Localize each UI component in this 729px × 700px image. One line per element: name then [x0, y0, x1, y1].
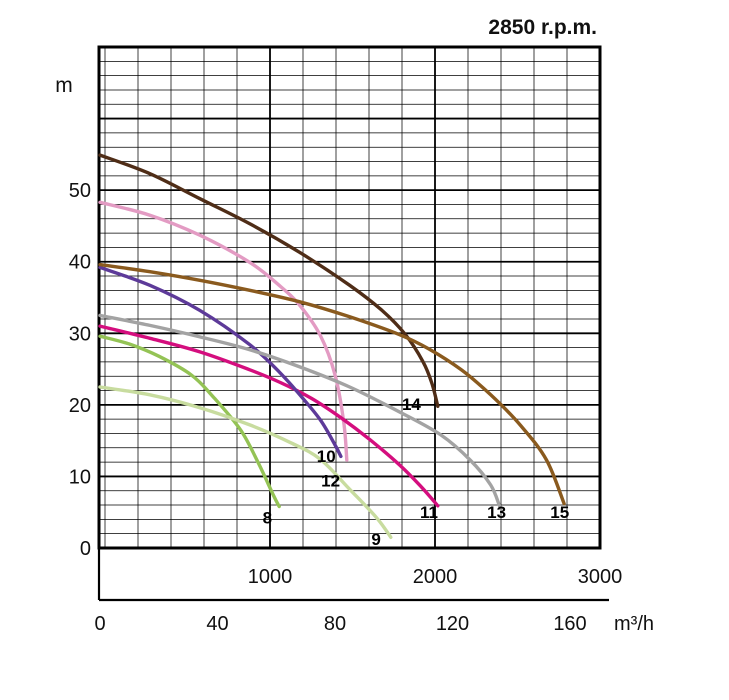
curve-13-label: 13: [487, 503, 506, 522]
curve-10: [98, 200, 349, 462]
y-tick-label: 20: [69, 395, 91, 417]
curve-14-label: 14: [402, 395, 421, 414]
curve-8-label: 8: [263, 509, 272, 528]
y-tick-label: 30: [69, 323, 91, 345]
chart-title: 2850 r.p.m.: [488, 16, 597, 39]
curve-9: [98, 385, 393, 539]
x-inner-tick-label: 3000: [578, 566, 623, 588]
curve-12: [98, 265, 343, 459]
x-lower-tick-label: 160: [553, 613, 586, 635]
curve-9-label: 9: [371, 530, 380, 549]
curve-15-label: 15: [550, 503, 569, 522]
x-lower-tick-label: 80: [324, 613, 346, 635]
x-axis-unit-label: m³/h: [614, 613, 654, 635]
x-inner-tick-label: 1000: [248, 566, 293, 588]
curve-10-label: 10: [317, 447, 336, 466]
x-lower-tick-label: 0: [94, 613, 105, 635]
curve-11: [98, 324, 440, 508]
curve-11-label: 11: [420, 503, 438, 522]
curve-14: [98, 153, 440, 408]
y-tick-label: 50: [69, 180, 91, 202]
y-tick-label: 10: [69, 466, 91, 488]
x-inner-tick-label: 2000: [413, 566, 458, 588]
y-axis-unit-label: m: [55, 74, 73, 97]
plot-frame: [97, 45, 602, 550]
curve-8: [98, 334, 281, 509]
x-lower-tick-label: 120: [436, 613, 469, 635]
y-tick-label: 40: [69, 252, 91, 274]
curve-12-label: 12: [321, 471, 340, 490]
curve-15: [98, 262, 566, 506]
x-lower-tick-label: 40: [206, 613, 228, 635]
curve-13: [98, 313, 502, 508]
y-tick-label: 0: [80, 538, 91, 560]
